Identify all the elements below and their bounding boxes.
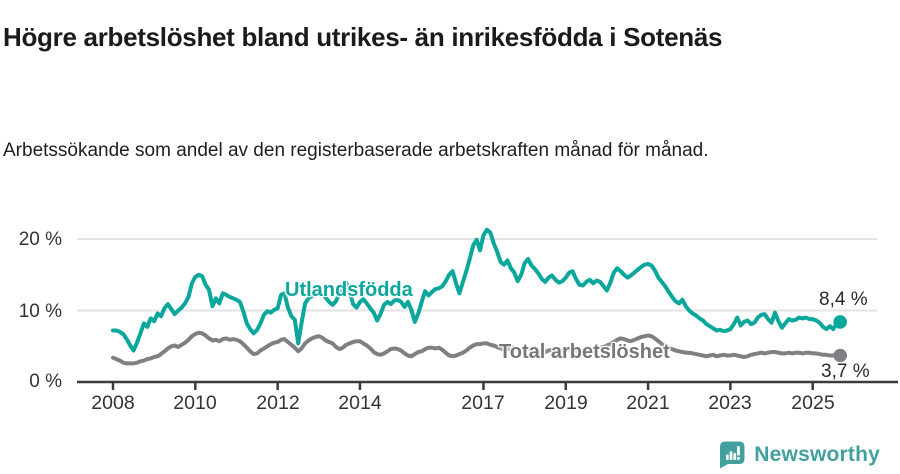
page-subtitle: Arbetssökande som andel av den registerb… — [3, 140, 709, 161]
series-label-total-arbetsloshet: Total arbetslöshet — [499, 341, 670, 363]
series-line-0 — [111, 227, 843, 353]
value-label-total-arbetsloshet: 3,7 % — [821, 361, 870, 382]
x-axis-label-2008: 2008 — [91, 392, 135, 414]
newsworthy-brand-text: Newsworthy — [754, 442, 880, 466]
newsworthy-logo: Newsworthy — [718, 440, 880, 469]
series-line-1 — [111, 330, 843, 366]
x-axis-label-2023: 2023 — [708, 392, 752, 414]
y-axis-label-20: 20 % — [18, 229, 62, 250]
x-axis-label-2019: 2019 — [544, 392, 588, 414]
series-end-dot-0 — [833, 315, 847, 329]
series-end-dot-1 — [833, 348, 847, 363]
x-axis-label-2021: 2021 — [626, 392, 670, 414]
bar-chart-bubble-icon — [720, 441, 745, 469]
y-axis-label-10: 10 % — [18, 301, 62, 322]
x-axis-label-2017: 2017 — [461, 392, 505, 414]
x-axis-label-2010: 2010 — [173, 392, 217, 414]
y-axis-label-0: 0 % — [29, 371, 62, 392]
page-title: Högre arbetslöshet bland utrikes- än inr… — [3, 22, 723, 53]
x-axis-label-2014: 2014 — [338, 392, 382, 414]
series-label-utlandsfodda: Utlandsfödda — [285, 279, 413, 301]
x-axis-label-2025: 2025 — [791, 392, 835, 414]
value-label-utlandsfodda: 8,4 % — [819, 289, 868, 310]
x-axis-label-2012: 2012 — [256, 392, 300, 414]
